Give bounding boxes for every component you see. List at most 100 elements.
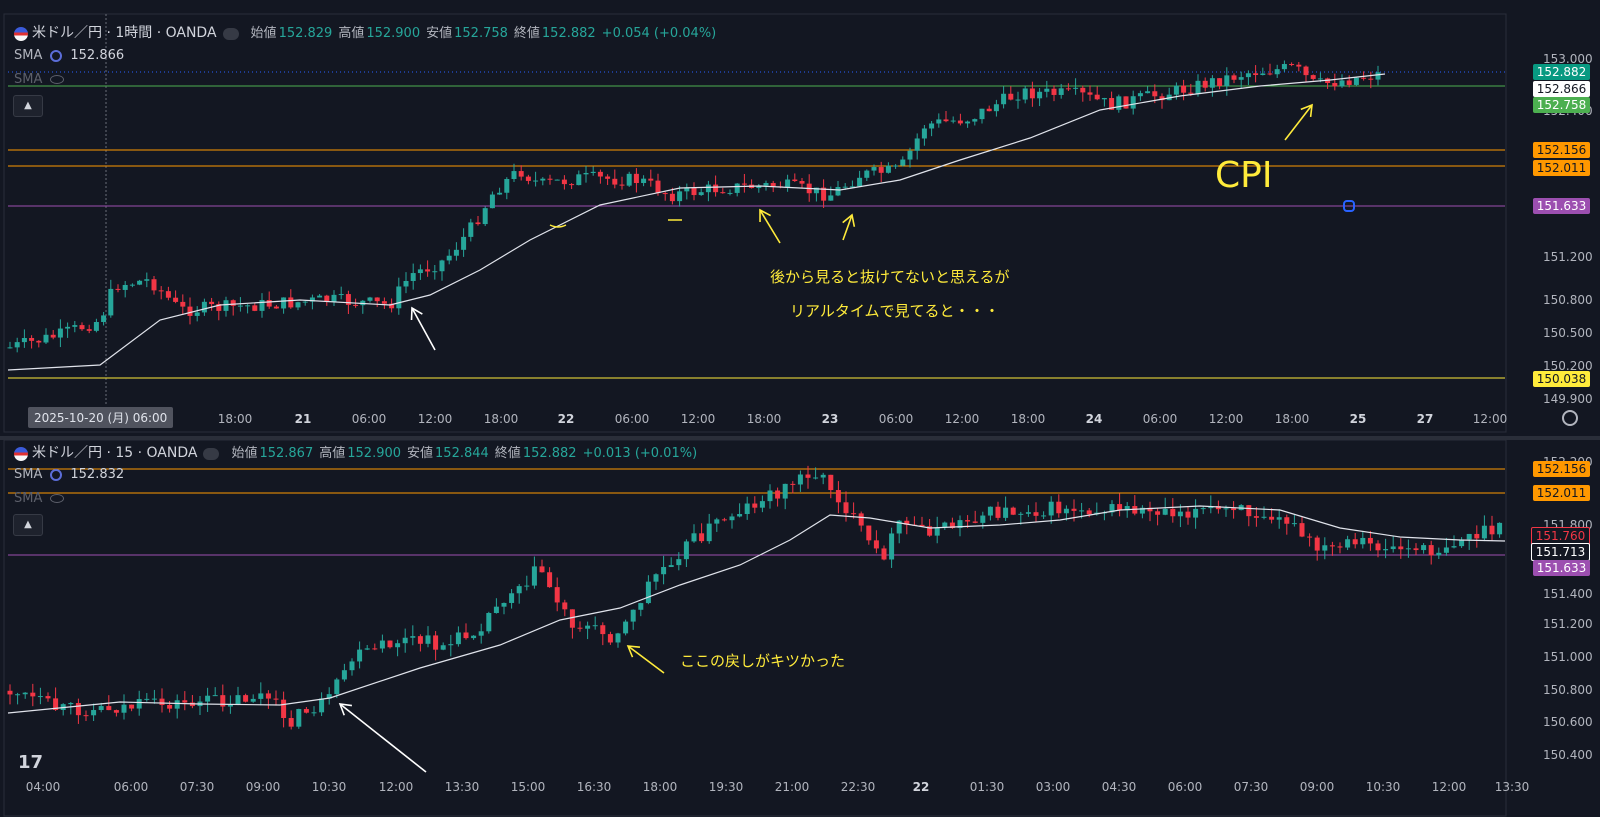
candle-up — [896, 520, 902, 534]
candle-down — [1056, 501, 1062, 514]
candle-down — [799, 181, 805, 184]
symbol-title[interactable]: 米ドル／円 · 1時間 · OANDA — [32, 25, 217, 41]
pane-separator[interactable] — [0, 436, 1600, 440]
candle-down — [29, 337, 35, 341]
candle-up — [813, 477, 819, 479]
candlestick-chart-1h[interactable] — [0, 0, 1600, 436]
symbol-title[interactable]: 米ドル／円 · 15 · OANDA — [32, 445, 198, 461]
candle-down — [288, 297, 294, 308]
candle-down — [741, 183, 747, 185]
candle-down — [605, 176, 611, 179]
settings-gear-icon[interactable] — [1562, 410, 1578, 426]
candle-up — [425, 635, 431, 644]
candle-down — [1314, 537, 1320, 551]
candle-down — [927, 526, 933, 536]
candlestick-chart-15m[interactable] — [0, 440, 1600, 817]
more-dot-icon[interactable] — [203, 447, 220, 460]
sma-indicator-1[interactable]: SMA 152.832 — [14, 467, 124, 482]
candle-up — [1451, 546, 1457, 548]
chart-pane-1h[interactable]: 米ドル／円 · 1時間 · OANDA 始値 152.829 高値 152.900 安値 1… — [0, 0, 1600, 436]
candle-down — [75, 703, 81, 716]
candle-up — [317, 295, 323, 298]
candle-up — [864, 170, 870, 178]
candle-down — [1170, 508, 1176, 517]
eye-hidden-icon[interactable] — [50, 494, 65, 503]
time-tick: 06:00 — [351, 412, 387, 426]
sma-indicator-1[interactable]: SMA 152.866 — [14, 48, 124, 63]
time-tick: 21 — [294, 412, 312, 426]
candle-down — [805, 474, 811, 478]
candle-up — [349, 661, 355, 671]
candle-down — [216, 304, 222, 311]
price-tag: 151.713 — [1531, 543, 1590, 561]
time-tick: 22:30 — [840, 780, 876, 794]
candle-down — [612, 178, 618, 185]
price-tag: 152.011 — [1533, 160, 1590, 176]
candle-down — [1071, 508, 1077, 511]
candle-up — [227, 704, 233, 707]
candle-down — [273, 698, 279, 700]
candle-down — [828, 474, 834, 491]
candle-up — [516, 586, 522, 594]
candle-down — [381, 301, 387, 304]
candle-down — [281, 699, 287, 719]
crosshair-date-label: 2025-10-20 (月) 06:00 — [28, 407, 174, 428]
sma-indicator-2[interactable]: SMA — [14, 491, 65, 506]
price-tick: 149.900 — [1543, 392, 1593, 406]
change-value: +0.054 (+0.04%) — [601, 26, 717, 41]
collapse-legend-button[interactable]: ▲ — [13, 514, 43, 536]
candle-up — [554, 179, 560, 181]
collapse-legend-button[interactable]: ▲ — [13, 95, 43, 117]
candle-up — [1195, 80, 1201, 94]
candle-down — [1109, 98, 1115, 110]
chart-pane-15m[interactable]: 米ドル／円 · 15 · OANDA 始値 152.867 高値 152.900 安値 15… — [0, 440, 1600, 817]
candle-down — [151, 279, 157, 291]
candle-up — [965, 121, 971, 124]
candle-down — [1094, 94, 1100, 100]
candle-up — [1193, 508, 1199, 518]
annotation-note-2: リアルタイムで見てると・・・ — [790, 302, 1000, 320]
candle-down — [986, 108, 992, 112]
candle-down — [1361, 77, 1367, 79]
candle-down — [878, 167, 884, 173]
candle-down — [1428, 545, 1434, 556]
candle-up — [212, 695, 218, 697]
price-tick: 150.200 — [1543, 359, 1593, 373]
candle-up — [759, 501, 765, 508]
candle-up — [524, 585, 530, 587]
price-tag: 152.156 — [1533, 142, 1590, 158]
arrow-white-2-head — [338, 703, 353, 716]
candle-up — [638, 603, 644, 610]
refresh-icon[interactable] — [50, 49, 63, 62]
candle-up — [235, 695, 241, 705]
candles — [7, 60, 1381, 353]
sma-indicator-2[interactable]: SMA — [14, 72, 65, 87]
time-tick: 07:30 — [1233, 780, 1269, 794]
candle-up — [1124, 505, 1130, 511]
time-tick: 04:30 — [1101, 780, 1137, 794]
sma-value: 152.866 — [70, 48, 125, 63]
candle-up — [842, 186, 848, 188]
refresh-icon[interactable] — [50, 468, 63, 481]
low-value: 152.758 — [454, 26, 508, 41]
time-tick: 18:00 — [642, 780, 678, 794]
candle-down — [561, 179, 567, 185]
candle-down — [1029, 88, 1035, 99]
open-label: 始値 — [231, 446, 258, 461]
candle-up — [43, 334, 49, 343]
candle-down — [1147, 507, 1153, 512]
candle-down — [1284, 517, 1290, 524]
tradingview-logo[interactable]: 17 — [18, 752, 44, 773]
candle-up — [900, 159, 906, 166]
eye-hidden-icon[interactable] — [50, 75, 65, 84]
price-tag: 152.758 — [1533, 97, 1590, 113]
candle-up — [1044, 88, 1050, 92]
arrow-white-2 — [339, 703, 427, 773]
more-dot-icon[interactable] — [222, 27, 239, 40]
candle-up — [151, 698, 157, 700]
candle-up — [1281, 64, 1287, 70]
candle-down — [1269, 516, 1275, 520]
time-tick: 19:30 — [708, 780, 744, 794]
candle-up — [583, 172, 589, 175]
candle-down — [1217, 78, 1223, 87]
